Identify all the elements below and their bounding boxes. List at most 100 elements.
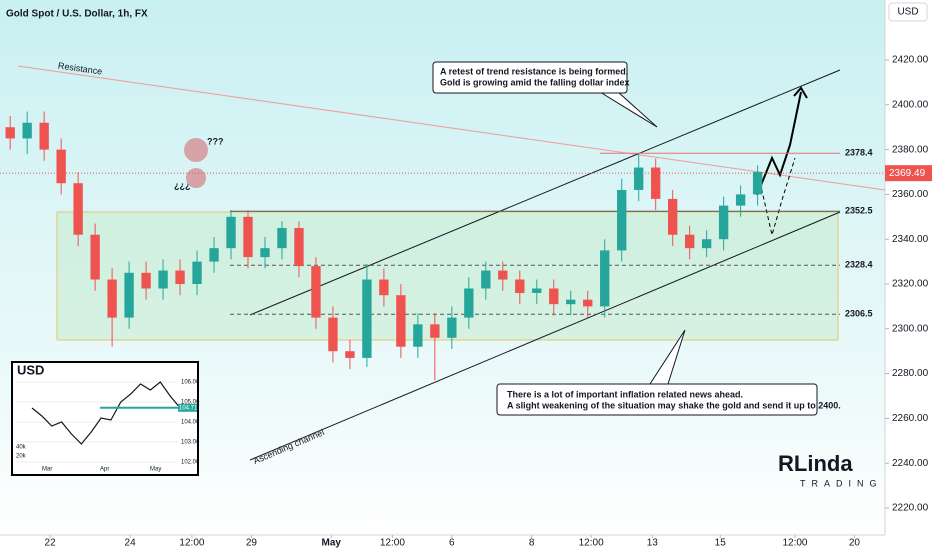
inset-title: USD — [17, 362, 44, 377]
y-axis-panel — [885, 0, 932, 550]
note-text: A retest of trend resistance is being fo… — [440, 66, 628, 76]
forecast-alt-path — [759, 157, 796, 236]
x-tick-label: 13 — [647, 538, 659, 549]
candle-body — [124, 272, 134, 318]
inset-x-label: Apr — [100, 467, 109, 473]
x-axis-panel — [0, 535, 885, 550]
note-text: A slight weakening of the situation may … — [507, 400, 841, 410]
logo-name: RLinda — [778, 451, 853, 476]
inset-x-label: May — [150, 467, 161, 473]
candle-body — [192, 261, 202, 285]
inset-last-label: 104.71 — [179, 405, 198, 411]
y-tick-label: 2340.00 — [892, 234, 929, 245]
inset-last-tag — [178, 403, 197, 412]
candle-body — [379, 279, 389, 296]
candle-body — [39, 122, 49, 150]
inset-chart: USD Mar Apr May 40k 20k 106.00105.00104.… — [11, 361, 200, 476]
x-tick-label: 8 — [529, 538, 535, 549]
x-tick-label: May — [322, 538, 342, 549]
level-label: 2352.5 — [845, 206, 873, 216]
level-label: 2328.4 — [845, 260, 873, 270]
channel-lower — [249, 211, 841, 461]
y-tick-label: 2260.00 — [892, 413, 929, 424]
candle-body — [464, 288, 474, 318]
last-price-tag — [885, 165, 932, 182]
candle-body — [617, 189, 627, 251]
x-tick-label: 6 — [449, 538, 455, 549]
inset-volume-label: 20k — [16, 454, 27, 460]
candle-body — [243, 216, 253, 258]
candle-body — [447, 317, 457, 338]
question-text: ??? — [207, 136, 224, 146]
note-pointer — [599, 91, 658, 128]
candle-body — [413, 324, 423, 347]
x-tick-label: 12:00 — [380, 538, 405, 549]
x-tick-label: 12:00 — [179, 538, 204, 549]
note-box — [432, 61, 628, 94]
candle-body — [549, 288, 559, 305]
candle-body — [311, 266, 321, 318]
candle-body — [667, 198, 678, 235]
candle-body — [532, 288, 542, 293]
candle-body — [90, 234, 100, 280]
y-tick-label: 2240.00 — [892, 458, 929, 469]
note-text: There is a lot of important inflation re… — [507, 389, 743, 399]
note-text: Gold is growing amid the falling dollar … — [440, 77, 630, 87]
x-tick-label: 12:00 — [579, 538, 604, 549]
candle-body — [5, 127, 15, 139]
currency-box — [888, 2, 928, 22]
inset-x-label: Mar — [42, 467, 52, 473]
candle-body — [345, 351, 355, 358]
candle-body — [175, 270, 185, 285]
candle-body — [362, 279, 372, 358]
inset-line — [31, 381, 181, 445]
candle-body — [430, 324, 440, 338]
inset-volume-label: 40k — [16, 445, 27, 451]
candle-body — [481, 270, 491, 289]
candle-body — [651, 167, 661, 199]
y-tick-label: 2400.00 — [892, 99, 929, 110]
candle-body — [260, 248, 270, 258]
inset-y-label: 102.00 — [181, 460, 200, 466]
y-tick-label: 2380.00 — [892, 144, 929, 155]
y-tick-label: 2220.00 — [892, 503, 929, 514]
level-label: 2378.4 — [845, 148, 873, 158]
candle-body — [277, 228, 287, 249]
x-tick-label: 29 — [246, 538, 258, 549]
candle-body — [107, 279, 117, 318]
candle-body — [209, 248, 219, 262]
channel-upper — [249, 69, 841, 316]
candle-body — [73, 183, 83, 235]
candle-body — [718, 205, 729, 240]
candle-body — [141, 272, 151, 289]
forecast-arrowhead — [793, 86, 808, 99]
candle-body — [515, 279, 525, 293]
candle-body — [684, 234, 695, 249]
candle-body — [583, 299, 593, 307]
candle-body — [498, 270, 508, 280]
x-tick-label: 12:00 — [782, 538, 807, 549]
candle-body — [294, 228, 304, 267]
figure-icon — [186, 168, 206, 188]
inset-y-label: 103.00 — [181, 440, 200, 446]
currency-label: USD — [897, 7, 918, 18]
candle-body — [226, 216, 236, 249]
candle-body — [158, 270, 168, 289]
figure-icon — [184, 138, 208, 162]
question-text: ¿¿¿ — [174, 180, 191, 190]
x-tick-label: 24 — [125, 538, 137, 549]
inset-y-label: 104.00 — [181, 420, 200, 426]
last-price-label: 2369.49 — [889, 168, 926, 179]
candle-body — [701, 239, 712, 249]
candle-body — [600, 250, 610, 307]
candle-body — [22, 122, 32, 139]
logo-sub: TRADING — [800, 478, 883, 488]
candle-body — [566, 299, 576, 305]
candle-body — [634, 167, 644, 190]
level-label: 2306.5 — [845, 309, 873, 319]
x-tick-label: 15 — [715, 538, 727, 549]
x-tick-label: 20 — [849, 538, 861, 549]
inset-y-label: 106.00 — [181, 380, 200, 386]
resistance-line — [17, 65, 886, 191]
